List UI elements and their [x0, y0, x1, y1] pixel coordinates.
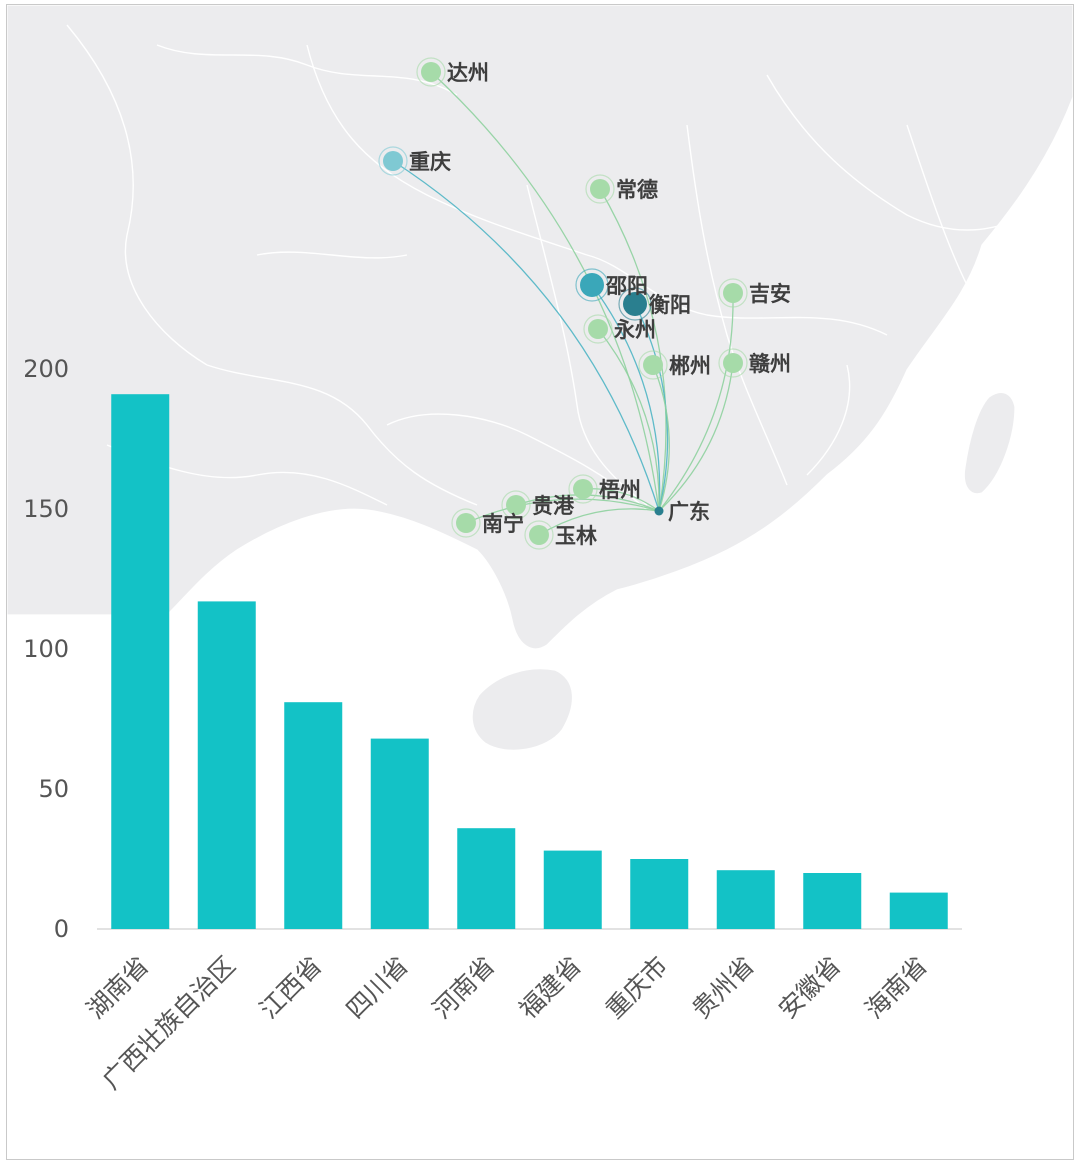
route-line — [392, 160, 660, 512]
city-node — [590, 179, 610, 199]
x-tick-label: 河南省 — [427, 951, 501, 1025]
bar — [803, 873, 862, 929]
y-axis: 0 50 100 150 200 — [23, 355, 69, 943]
city-label: 南宁 — [482, 512, 524, 536]
city-node-ring — [618, 287, 652, 321]
province-border — [256, 251, 408, 259]
city-node-ring — [575, 268, 609, 302]
city-label: 赣州 — [749, 352, 791, 376]
x-tick-label: 重庆市 — [600, 951, 674, 1025]
city-node — [573, 479, 593, 499]
destination-label: 广东 — [668, 500, 710, 524]
route-line — [652, 364, 670, 512]
y-tick-label: 200 — [23, 355, 69, 383]
city-node-ring — [583, 314, 613, 344]
hainan-island — [471, 668, 574, 751]
bar — [111, 394, 170, 929]
bar — [716, 870, 775, 929]
city-node-ring — [568, 474, 598, 504]
province-border — [686, 124, 788, 486]
x-tick-label: 贵州省 — [686, 951, 760, 1025]
y-tick-label: 0 — [54, 915, 69, 943]
city-label: 郴州 — [669, 354, 711, 378]
city-label: 玉林 — [555, 524, 597, 548]
city-node — [723, 353, 743, 373]
route-line — [658, 292, 734, 512]
y-tick-label: 150 — [23, 495, 69, 523]
bar — [889, 892, 948, 929]
province-border — [206, 364, 478, 506]
y-tick-label: 100 — [23, 635, 69, 663]
destination-node — [654, 506, 664, 516]
city-label: 永州 — [613, 318, 656, 342]
city-label: 吉安 — [749, 282, 791, 306]
route-line — [591, 284, 661, 512]
city-node-ring — [501, 490, 531, 520]
city-node-ring — [638, 350, 668, 380]
province-border — [66, 24, 208, 366]
city-node — [623, 292, 647, 316]
map-background: 达州重庆常德邵阳衡阳 吉安永州郴州 赣州梧州贵港南宁玉林 广东 — [7, 5, 1073, 751]
city-node — [580, 273, 604, 297]
x-tick-label: 湖南省 — [81, 951, 155, 1025]
city-node — [456, 513, 476, 533]
province-border — [156, 44, 458, 96]
bar — [197, 601, 256, 929]
taiwan-island — [963, 391, 1016, 495]
city-nodes — [378, 57, 748, 550]
chart-frame: 达州重庆常德邵阳 衡阳 吉安永州 郴州 赣州梧州 贵港 南宁玉林 广东 0 50 100 150 20… — [6, 4, 1074, 1160]
bar — [543, 850, 602, 929]
route-line — [465, 498, 660, 524]
province-border — [526, 184, 648, 506]
city-label: 邵阳 — [605, 274, 648, 298]
province-border — [586, 254, 888, 336]
province-border — [806, 364, 851, 476]
province-border — [386, 413, 648, 511]
bar — [457, 828, 516, 929]
province-border — [306, 44, 588, 256]
city-labels: 达州重庆常德邵阳衡阳 吉安永州郴州 赣州梧州贵港南宁玉林 广东 — [409, 61, 791, 548]
y-tick-label: 50 — [38, 775, 69, 803]
city-node-ring — [416, 57, 446, 87]
route-line — [599, 188, 667, 512]
bar — [630, 859, 689, 929]
x-tick-label: 江西省 — [254, 951, 328, 1025]
map-land — [7, 5, 1073, 751]
city-node — [506, 495, 526, 515]
province-border — [766, 74, 1028, 231]
city-label: 常德 — [616, 178, 658, 202]
province-border — [906, 124, 968, 286]
city-node — [421, 62, 441, 82]
flight-routes — [392, 71, 734, 536]
route-line — [597, 328, 660, 512]
x-tick-label: 安徽省 — [773, 951, 847, 1025]
bar — [370, 738, 429, 929]
city-label: 达州 — [447, 61, 489, 85]
city-node — [723, 283, 743, 303]
city-label: 梧州 — [599, 478, 641, 502]
city-node-ring — [451, 508, 481, 538]
route-line — [658, 362, 734, 512]
bar-series — [111, 394, 948, 929]
x-tick-label: 四川省 — [340, 951, 414, 1025]
x-tick-label: 海南省 — [859, 951, 933, 1025]
city-label: 贵港 — [532, 494, 575, 518]
x-tick-label: 福建省 — [513, 951, 587, 1025]
city-node — [643, 355, 663, 375]
city-node — [383, 151, 403, 171]
city-node-ring — [585, 174, 615, 204]
city-node — [588, 319, 608, 339]
city-node-ring — [718, 348, 748, 378]
city-node — [529, 525, 549, 545]
city-node-ring — [378, 146, 408, 176]
city-node-ring — [524, 520, 554, 550]
mainland-region — [7, 5, 1073, 650]
bar — [284, 702, 343, 929]
city-label: 衡阳 — [649, 293, 691, 317]
city-node-ring — [718, 278, 748, 308]
city-label: 重庆 — [409, 150, 451, 174]
